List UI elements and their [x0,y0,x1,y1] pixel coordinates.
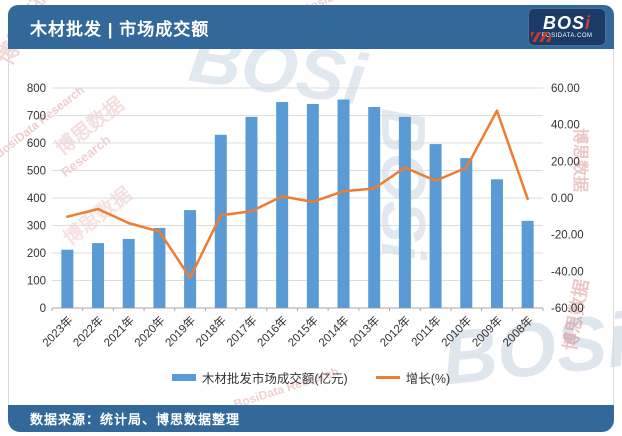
y-axis-left-label: 200 [27,248,46,260]
legend-swatch-bar [171,374,196,381]
bar [92,243,105,308]
y-axis-right-label: -60.00 [551,303,584,315]
y-axis-left-label: 0 [40,303,46,315]
x-axis-label: 2010年 [438,313,474,349]
x-axis-label: 2014年 [316,313,352,349]
x-axis-label: 2019年 [162,313,198,349]
y-axis-right-label: 20.00 [551,156,580,168]
footer-bar: 数据来源：统计局、博思数据整理 [8,405,614,432]
y-axis-right-label: 40.00 [551,120,580,132]
page-title: 木材批发 | 市场成交额 [30,19,210,39]
logo-i-accent: i [585,13,592,33]
bar [490,179,503,308]
x-axis-label: 2011年 [408,313,444,349]
bar [368,106,381,308]
bar [337,99,350,308]
y-axis-left-label: 500 [27,166,46,178]
bar [429,144,442,308]
logo-subtext: BOSIDATA.COM [541,33,593,39]
y-axis-right-label: -20.00 [551,230,584,242]
bar [122,238,135,308]
legend-item-line: 增长(%) [375,368,451,387]
growth-line [66,109,529,279]
bar [153,227,166,308]
legend-item-bars: 木材批发市场成交额(亿元) [171,368,348,387]
logo-stripes-icon [531,32,551,42]
x-axis-label: 2008年 [500,313,536,349]
x-axis-label: 2022年 [70,313,106,349]
x-axis-label: 2013年 [346,313,382,349]
y-axis-left-label: 100 [27,276,46,288]
x-axis-label: 2021年 [101,313,137,349]
logo-text: BOSi [542,13,592,33]
y-axis-left-label: 300 [27,221,46,233]
chart-legend: 木材批发市场成交额(亿元) 增长(%) [0,368,622,387]
chart-body [8,49,614,405]
bar [398,116,411,308]
x-axis-label: 2018年 [193,313,229,349]
bar [61,249,74,308]
y-axis-right-label: 0.00 [551,193,573,205]
y-axis-left-label: 800 [27,83,46,95]
x-axis-label: 2016年 [254,313,290,349]
bosi-logo: BOSi BOSIDATA.COM [528,8,606,46]
y-axis-left-label: 600 [27,138,46,150]
x-axis-label: 2020年 [131,313,167,349]
bar [460,158,473,308]
y-axis-right-label: -40.00 [551,266,584,278]
bar [184,210,197,308]
bar [306,103,319,308]
header-bar: 木材批发 | 市场成交额 BOSi BOSIDATA.COM [8,5,614,49]
data-source-note: 数据来源：统计局、博思数据整理 [30,412,241,427]
y-axis-right-label: 60.00 [551,83,580,95]
bar [276,102,289,309]
bar [214,134,227,308]
legend-label-bars: 木材批发市场成交额(亿元) [201,372,348,386]
bar [521,220,534,308]
x-axis-label: 2012年 [377,313,413,349]
legend-swatch-line [375,376,400,379]
y-axis-left-label: 400 [27,193,46,205]
y-axis-left-label: 700 [27,111,46,123]
legend-label-line: 增长(%) [405,372,451,386]
x-axis-label: 2017年 [223,313,259,349]
x-axis-label: 2009年 [469,313,505,349]
x-axis-label: 2015年 [285,313,321,349]
x-axis-label: 2023年 [39,313,75,349]
